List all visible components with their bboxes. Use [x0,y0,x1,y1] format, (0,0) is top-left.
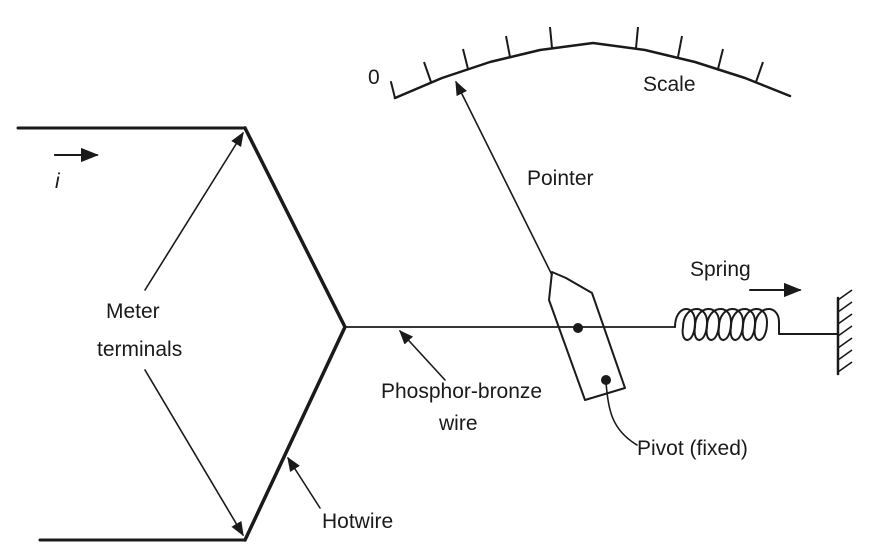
spring-coil [674,308,780,341]
scale-zero-stub [390,81,396,99]
scale-label: Scale [643,73,696,96]
hotwire-label: Hotwire [322,510,393,533]
anchor-hatching [837,289,853,373]
meter-terminals-label-line1: Meter [106,300,160,323]
scale-tick [717,48,724,70]
pointer-label: Pointer [527,167,594,190]
pivot-leader [605,381,638,446]
meter-terminals-label-line2: terminals [97,338,182,361]
meter-terminal-arrow-upper [144,131,244,291]
hot-wire [243,126,347,542]
pointer-needle [455,80,553,276]
pivot-label: Pivot (fixed) [637,437,748,460]
pointer-pivot-plate [548,271,626,401]
scale-zero-label: 0 [368,66,380,89]
hotwire-arrow [287,456,321,509]
scale-arc [393,41,792,100]
phosphor-bronze-label-line2: wire [438,412,478,435]
scale-tick [423,61,432,83]
scale-tick [677,35,683,58]
scale-tick [505,35,511,58]
meter-terminal-arrow-lower [144,369,244,537]
scale-tick [549,26,553,49]
scale-tick [635,26,639,49]
pivot-point-lower [601,375,611,385]
current-symbol: i [55,170,61,193]
spring-label: Spring [690,258,751,281]
phosphor-bronze-label-line1: Phosphor-bronze [381,380,542,403]
scale-tick [755,61,764,83]
phosphor-bronze-arrow [399,329,446,381]
spring-lead [778,321,839,335]
scale-tick [462,48,469,70]
pivot-point-upper [573,323,583,333]
scale-ticks [423,26,764,83]
